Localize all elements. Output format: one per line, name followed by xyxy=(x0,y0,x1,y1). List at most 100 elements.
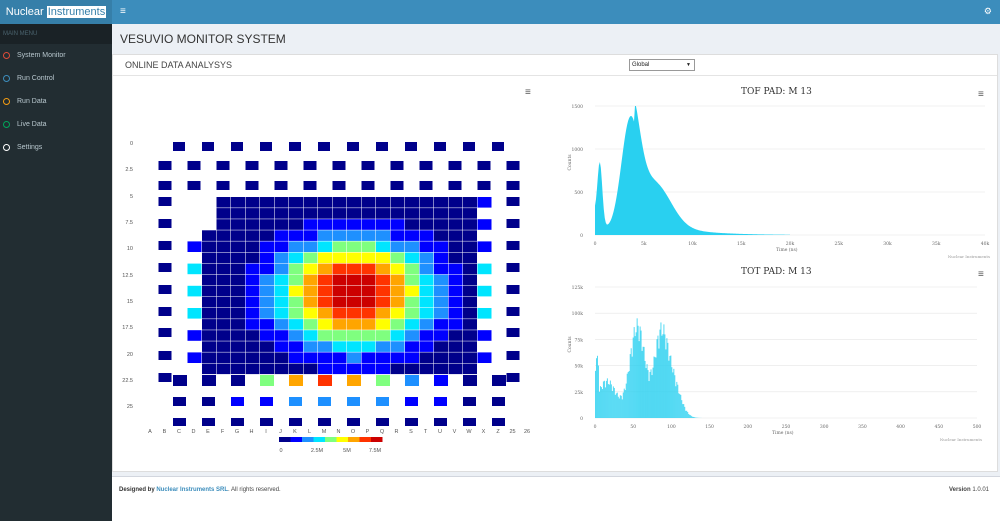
footer: Designed by Nuclear Instruments SRL. All… xyxy=(112,476,1000,522)
tot-bar xyxy=(673,369,674,418)
tot-bar xyxy=(613,386,614,418)
tot-bar xyxy=(644,347,645,418)
tot-bar xyxy=(604,381,605,418)
x-tick-label: 0 xyxy=(594,424,597,430)
tot-bar xyxy=(679,394,680,418)
y-tick-label: 100k xyxy=(572,311,584,317)
tot-bar xyxy=(627,374,628,418)
tot-bar xyxy=(667,338,668,418)
tot-bar xyxy=(607,378,608,418)
gears-icon[interactable]: ⚙ xyxy=(984,6,992,17)
tot-bar xyxy=(668,361,669,418)
tot-bar xyxy=(646,368,647,418)
tot-bar xyxy=(669,356,670,418)
x-tick-label: 500 xyxy=(973,424,982,430)
tot-bar xyxy=(618,397,619,418)
tot-bar xyxy=(603,381,604,418)
tot-bar xyxy=(621,396,622,418)
tot-bar xyxy=(684,407,685,418)
chart-credit: Nuclear Instruments xyxy=(948,254,990,259)
sidebar-item-system-monitor[interactable]: System Monitor xyxy=(0,44,112,67)
tot-bar xyxy=(688,414,689,418)
sidebar-item-live-data[interactable]: Live Data xyxy=(0,113,112,136)
tot-bar xyxy=(650,372,651,418)
tot-bar xyxy=(671,367,672,418)
tot-bar xyxy=(676,382,677,418)
sidebar: Nuclear Instruments MAIN MENU System Mon… xyxy=(0,0,112,521)
tot-bar xyxy=(645,361,646,418)
tot-bar xyxy=(663,334,664,418)
tot-bar xyxy=(659,349,660,418)
brand-logo[interactable]: Nuclear Instruments xyxy=(0,0,112,24)
tot-bar xyxy=(670,356,671,418)
x-tick-label: 150 xyxy=(705,424,714,430)
tot-bar xyxy=(658,336,659,418)
tot-bar xyxy=(689,415,690,418)
tot-bar xyxy=(661,322,662,418)
circle-icon xyxy=(3,144,10,151)
y-tick-label: 125k xyxy=(572,285,584,291)
x-tick-label: 450 xyxy=(935,424,944,430)
x-tick-label: 25k xyxy=(835,241,844,247)
tot-bar xyxy=(620,395,621,418)
tof-area xyxy=(595,106,790,235)
tot-bar xyxy=(672,372,673,418)
tot-bar xyxy=(625,390,626,418)
tot-bar xyxy=(678,393,679,418)
x-tick-label: 0 xyxy=(594,241,597,247)
tot-bar xyxy=(683,404,684,418)
y-tick-label: 1000 xyxy=(572,147,584,153)
tot-bar xyxy=(693,417,694,418)
tot-bar xyxy=(616,393,617,418)
tot-bar xyxy=(622,399,623,418)
x-tick-label: 300 xyxy=(820,424,829,430)
tot-bar xyxy=(675,386,676,418)
tot-bar xyxy=(624,389,625,418)
tot-bar xyxy=(665,334,666,418)
y-axis-label: Counts xyxy=(567,154,573,171)
tot-bar xyxy=(668,343,669,418)
sidebar-item-run-control[interactable]: Run Control xyxy=(0,67,112,90)
tot-bar xyxy=(666,349,667,418)
content-area: VESUVIO MONITOR SYSTEM ONLINE DATA ANALY… xyxy=(112,24,1000,521)
tot-bar xyxy=(597,356,598,418)
footer-version: Version 1.0.01 xyxy=(949,487,989,493)
y-tick-label: 0 xyxy=(580,416,583,422)
x-tick-label: 200 xyxy=(744,424,753,430)
tot-bar xyxy=(596,358,597,418)
y-tick-label: 1500 xyxy=(572,104,584,110)
sidebar-item-label: Settings xyxy=(17,144,42,151)
circle-icon xyxy=(3,52,10,59)
tot-bar xyxy=(617,393,618,418)
chart-credit: Nuclear Instruments xyxy=(940,437,982,442)
tot-bar xyxy=(691,416,692,418)
tot-bar xyxy=(655,357,656,418)
sidebar-item-run-data[interactable]: Run Data xyxy=(0,90,112,113)
x-tick-label: 100 xyxy=(667,424,676,430)
tot-bar xyxy=(615,395,616,418)
circle-icon xyxy=(3,121,10,128)
y-tick-label: 50k xyxy=(575,364,584,370)
tot-bar xyxy=(681,400,682,418)
sidebar-item-label: Live Data xyxy=(17,121,47,128)
circle-icon xyxy=(3,98,10,105)
sidebar-item-settings[interactable]: Settings xyxy=(0,136,112,159)
tot-bars xyxy=(595,318,702,418)
y-axis-label: Counts xyxy=(567,336,573,353)
hamburger-icon[interactable]: ≡ xyxy=(120,6,126,17)
company-link[interactable]: Nuclear Instruments SRL xyxy=(156,487,228,493)
tot-bar xyxy=(657,339,658,418)
tot-bar xyxy=(635,336,636,418)
tot-bar xyxy=(643,347,644,418)
x-tick-label: 15k xyxy=(737,241,746,247)
y-tick-label: 0 xyxy=(580,233,583,239)
tot-bar xyxy=(647,364,648,418)
circle-icon xyxy=(3,75,10,82)
sidebar-item-label: Run Data xyxy=(17,98,47,105)
page-title: VESUVIO MONITOR SYSTEM xyxy=(120,32,286,46)
tot-bar xyxy=(692,417,693,418)
tot-bar xyxy=(633,338,634,418)
tot-bar xyxy=(652,375,653,418)
y-tick-label: 75k xyxy=(575,337,584,343)
